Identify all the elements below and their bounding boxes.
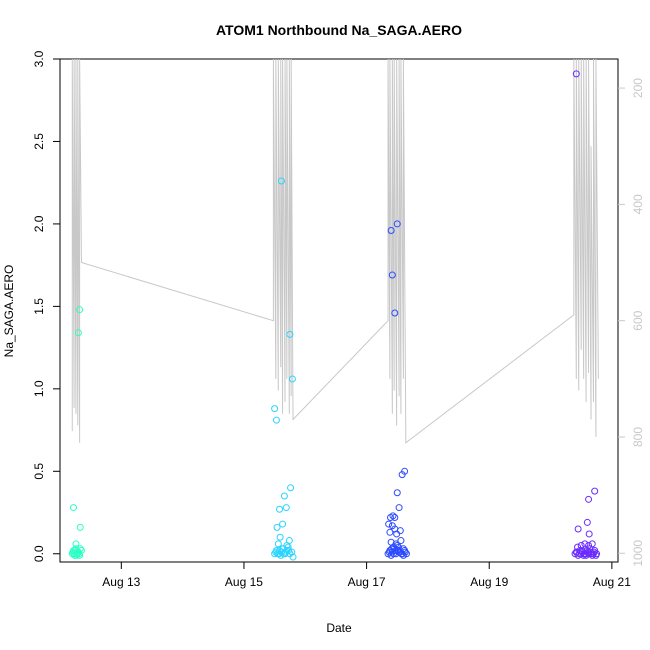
data-point-flight-3 bbox=[389, 512, 397, 520]
data-point-flight-3 bbox=[393, 542, 401, 550]
data-point-flight-3 bbox=[395, 504, 403, 512]
data-point-flight-2 bbox=[289, 553, 297, 561]
data-points-layer bbox=[68, 70, 601, 561]
data-point-flight-4 bbox=[574, 525, 582, 533]
data-point-flight-4 bbox=[572, 70, 580, 78]
data-point-flight-3 bbox=[388, 522, 396, 530]
right-tick-label: 600 bbox=[631, 310, 645, 330]
data-point-flight-4 bbox=[581, 540, 589, 548]
axes: Aug 13 Aug 15 Aug 17 Aug 19 Aug 21 0.0 0.5 1.0 1… bbox=[32, 50, 645, 589]
y-tick-label: 0.0 bbox=[32, 545, 46, 562]
data-point-flight-1 bbox=[76, 545, 84, 553]
data-point-flight-1 bbox=[76, 306, 84, 314]
right-tick-label: 1000 bbox=[631, 540, 645, 567]
data-point-flight-3 bbox=[397, 537, 405, 545]
data-point-flight-2 bbox=[271, 405, 279, 413]
chart-title: ATOM1 Northbound Na_SAGA.AERO bbox=[216, 22, 462, 38]
data-point-flight-2 bbox=[279, 520, 287, 528]
data-point-flight-2 bbox=[288, 375, 296, 383]
x-axis-label: Date bbox=[326, 621, 352, 635]
data-point-flight-1 bbox=[74, 329, 82, 337]
data-point-flight-1 bbox=[76, 523, 84, 531]
right-tick-label: 400 bbox=[631, 194, 645, 214]
data-point-flight-4 bbox=[583, 518, 591, 526]
data-point-flight-2 bbox=[285, 546, 293, 554]
y-axis-label: Na_SAGA.AERO bbox=[2, 265, 16, 358]
x-tick-label: Aug 13 bbox=[102, 575, 140, 589]
data-point-flight-4 bbox=[585, 495, 593, 503]
data-point-flight-2 bbox=[285, 537, 293, 545]
x-tick-label: Aug 21 bbox=[593, 575, 631, 589]
data-point-flight-4 bbox=[592, 551, 600, 559]
data-point-flight-4 bbox=[580, 551, 588, 559]
data-point-flight-1 bbox=[69, 504, 77, 512]
data-point-flight-1 bbox=[72, 540, 80, 548]
y-tick-label: 3.0 bbox=[32, 50, 46, 67]
data-point-flight-4 bbox=[577, 542, 585, 550]
data-point-flight-2 bbox=[274, 540, 282, 548]
data-point-flight-3 bbox=[385, 520, 393, 528]
x-tick-label: Aug 15 bbox=[225, 575, 263, 589]
data-point-flight-4 bbox=[585, 542, 593, 550]
y-tick-label: 1.5 bbox=[32, 298, 46, 315]
data-point-flight-3 bbox=[391, 513, 399, 521]
data-point-flight-3 bbox=[391, 309, 399, 317]
profile-line-layer bbox=[71, 58, 599, 444]
data-point-flight-3 bbox=[394, 546, 402, 554]
data-point-flight-4 bbox=[591, 487, 599, 495]
data-point-flight-3 bbox=[387, 227, 395, 235]
data-point-flight-3 bbox=[392, 540, 400, 548]
data-point-flight-2 bbox=[280, 492, 288, 500]
data-point-flight-3 bbox=[396, 527, 404, 535]
data-point-flight-3 bbox=[388, 271, 396, 279]
right-tick-label: 800 bbox=[631, 427, 645, 447]
data-point-flight-1 bbox=[75, 550, 83, 558]
x-tick-label: Aug 19 bbox=[470, 575, 508, 589]
y-tick-label: 1.0 bbox=[32, 380, 46, 397]
pressure-profile-line bbox=[71, 58, 599, 444]
x-tick-label: Aug 17 bbox=[348, 575, 386, 589]
data-point-flight-2 bbox=[272, 416, 280, 424]
plot-frame bbox=[59, 58, 619, 563]
data-point-flight-2 bbox=[282, 504, 290, 512]
data-point-flight-2 bbox=[286, 330, 294, 338]
data-point-flight-2 bbox=[284, 543, 292, 551]
data-point-flight-3 bbox=[401, 548, 409, 556]
data-point-flight-3 bbox=[393, 489, 401, 497]
y-tick-label: 2.0 bbox=[32, 215, 46, 232]
data-point-flight-4 bbox=[574, 543, 582, 551]
data-point-flight-2 bbox=[276, 533, 284, 541]
data-point-flight-3 bbox=[401, 467, 409, 475]
y-tick-label: 2.5 bbox=[32, 133, 46, 150]
data-point-flight-3 bbox=[393, 220, 401, 228]
y-tick-label: 0.5 bbox=[32, 463, 46, 480]
data-point-flight-2 bbox=[273, 523, 281, 531]
data-point-flight-3 bbox=[386, 528, 394, 536]
data-point-flight-3 bbox=[402, 550, 410, 558]
data-point-flight-2 bbox=[287, 484, 295, 492]
data-point-flight-4 bbox=[585, 530, 593, 538]
data-point-flight-2 bbox=[276, 505, 284, 513]
right-tick-label: 200 bbox=[631, 78, 645, 98]
data-point-flight-4 bbox=[588, 540, 596, 548]
data-point-flight-2 bbox=[277, 177, 285, 185]
